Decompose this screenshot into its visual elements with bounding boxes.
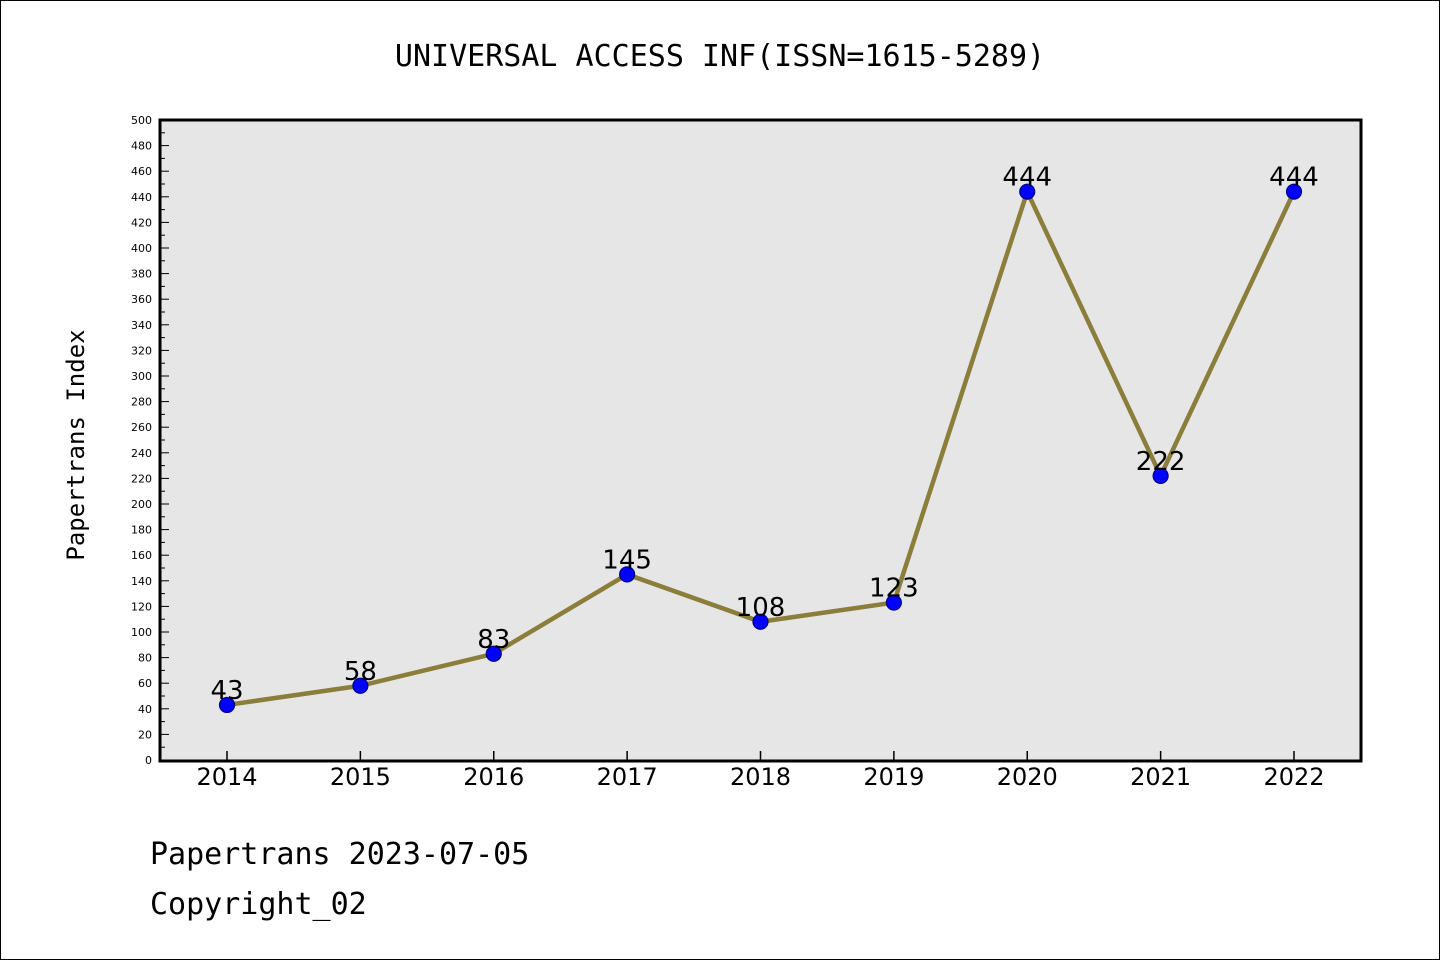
data-point-marker [752,613,769,630]
data-value-label: 145 [602,545,652,575]
y-tick-label: 200 [131,498,152,511]
data-value-label: 108 [736,593,786,623]
y-tick-label: 420 [131,216,152,229]
data-value-label: 43 [210,676,243,706]
data-point-marker [1152,467,1169,484]
y-tick-label: 320 [131,344,152,357]
x-tick-label: 2019 [863,763,924,791]
y-tick-label: 80 [138,652,152,665]
data-labels: 43 58 83 145 108 123 444 222 444 [210,163,1318,706]
x-tick-label: 2017 [597,763,658,791]
series-layer [218,183,1303,714]
data-point-marker [619,566,636,583]
data-point-marker [352,677,369,694]
data-value-label: 444 [1002,163,1052,193]
chart-title: UNIVERSAL ACCESS INF(ISSN=1615-5289) [395,39,1045,74]
y-tick-label: 360 [131,293,152,306]
y-tick-label: 0 [145,754,152,767]
plot-border [158,118,1363,763]
data-point-marker [1285,183,1303,200]
x-tick-label: 2014 [196,763,257,791]
y-tick-label: 480 [131,140,152,153]
y-tick-label: 180 [131,524,152,537]
x-tick-label: 2020 [997,763,1058,791]
footer-copyright-line: Copyright_02 [150,887,367,922]
x-tick-label: 2021 [1130,763,1191,791]
y-tick-label: 260 [131,421,152,434]
footer-date-line: Papertrans 2023-07-05 [150,837,529,872]
x-tick-label: 2022 [1263,763,1324,791]
data-value-label: 222 [1136,447,1186,477]
data-point-marker [485,645,502,662]
y-tick-label: 20 [138,728,152,741]
plot-area [160,120,1361,761]
y-axis-label: Papertrans Index [62,329,90,560]
data-point-marker [885,594,902,611]
y-tick-label: 140 [131,575,152,588]
data-value-label: 58 [344,657,377,687]
y-tick-label: 280 [131,396,152,409]
y-tick-label: 220 [131,472,152,485]
y-tick-label: 400 [131,242,152,255]
y-tick-label: 460 [131,165,152,178]
y-tick-label: 160 [131,549,152,562]
x-tick-label: 2018 [730,763,791,791]
x-tick-label: 2015 [330,763,391,791]
data-value-label: 83 [477,625,510,655]
y-tick-label: 240 [131,447,152,460]
y-tick-label: 40 [138,703,152,716]
data-value-label: 444 [1269,163,1319,193]
y-tick-label: 500 [131,114,152,127]
y-tick-label: 120 [131,600,152,613]
data-point-marker [1019,183,1036,200]
y-tick-label: 60 [138,677,152,690]
x-tick-label: 2016 [463,763,524,791]
y-tick-label: 440 [131,191,152,204]
y-tick-label: 100 [131,626,152,639]
y-tick-label: 340 [131,319,152,332]
x-axis-ticks: 2014 2015 2016 2017 2018 2019 2020 2021 2022 [196,751,1325,791]
y-axis-ticks: 0 20 40 60 80 100 120 140 160 180 200 220 240 260 280 3… [131,114,169,767]
data-point-marker [218,696,236,714]
data-value-label: 123 [869,574,919,604]
y-tick-label: 300 [131,370,152,383]
y-tick-label: 380 [131,268,152,281]
